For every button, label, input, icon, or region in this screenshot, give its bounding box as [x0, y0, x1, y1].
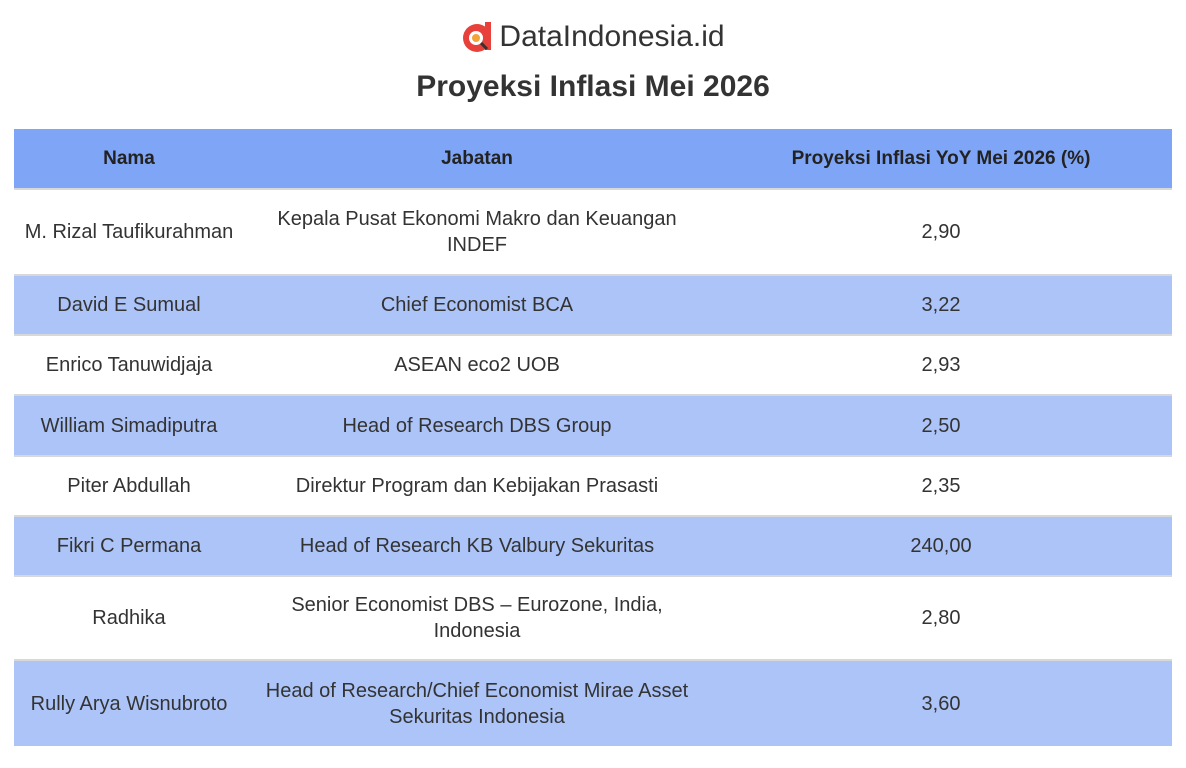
logo-icon	[463, 22, 492, 52]
table-cell: Kepala Pusat Ekonomi Makro dan Keuangan …	[244, 188, 710, 275]
header-row: Nama Jabatan Proyeksi Inflasi YoY Mei 2026…	[14, 129, 1172, 189]
table-cell: William Simadiputra	[14, 394, 244, 456]
table-cell: Piter Abdullah	[14, 455, 244, 516]
table-cell: 2,93	[710, 334, 1172, 395]
cell-text: Head of Research/Chief Economist Mirae A…	[265, 679, 689, 728]
cell-text: 2,93	[921, 354, 961, 376]
table-cell: Head of Research/Chief Economist Mirae A…	[244, 659, 710, 746]
table-body: M. Rizal Taufikurahman Kepala Pusat Ekono…	[14, 188, 1172, 746]
table-cell: Enrico Tanuwidjaja	[14, 334, 244, 395]
cell-text: David E Sumual	[57, 294, 201, 316]
cell-text: 2,80	[921, 607, 961, 629]
cell-text: ASEAN eco2 UOB	[394, 354, 560, 376]
logo: DataIndonesia.id	[0, 20, 1186, 54]
table-cell: Radhika	[14, 575, 244, 660]
cell-text: 2,50	[921, 414, 961, 437]
table-cell: 3,60	[710, 659, 1172, 746]
table-row: David E Sumual Chief Economist BCA 3,22	[14, 274, 1172, 335]
cell-text: 2,35	[921, 475, 961, 497]
table-row: M. Rizal Taufikurahman Kepala Pusat Ekono…	[14, 188, 1172, 275]
table-cell: 3,22	[710, 274, 1172, 335]
table-cell: Fikri C Permana	[14, 515, 244, 576]
cell-text: Head of Research DBS Group	[342, 414, 612, 437]
table-row: Fikri C Permana Head of Research KB Valbu…	[14, 515, 1172, 576]
cell-text: Enrico Tanuwidjaja	[45, 354, 213, 376]
table-cell: 2,80	[710, 575, 1172, 660]
cell-text: 3,22	[921, 294, 961, 316]
column-header: Jabatan	[244, 129, 710, 189]
table-cell: Chief Economist BCA	[244, 274, 710, 335]
cell-text: Radhika	[92, 607, 166, 629]
cell-text: William Simadiputra	[40, 414, 218, 437]
cell-text: M. Rizal Taufikurahman	[24, 221, 234, 243]
page-title: Proyeksi Inflasi Mei 2026	[416, 70, 770, 103]
cell-text: Chief Economist BCA	[380, 294, 574, 316]
table-cell: M. Rizal Taufikurahman	[14, 188, 244, 275]
table-row: Radhika Senior Economist DBS – Eurozone, …	[14, 575, 1172, 660]
table-cell: ASEAN eco2 UOB	[244, 334, 710, 395]
table-row: William Simadiputra Head of Research DBS …	[14, 394, 1172, 456]
cell-text: Senior Economist DBS – Eurozone, India, …	[291, 594, 663, 642]
table: Nama Jabatan Proyeksi Inflasi YoY Mei 2026…	[14, 129, 1172, 746]
table-cell: David E Sumual	[14, 274, 244, 335]
table-cell: Head of Research KB Valbury Sekuritas	[244, 515, 710, 576]
table-row: Piter Abdullah Direktur Program dan Kebij…	[14, 455, 1172, 516]
table-cell: 2,50	[710, 394, 1172, 456]
table-cell: 2,35	[710, 455, 1172, 516]
table-cell: 240,00	[710, 515, 1172, 576]
table-cell: Senior Economist DBS – Eurozone, India, …	[244, 575, 710, 660]
column-header: Proyeksi Inflasi YoY Mei 2026 (%)	[710, 129, 1172, 189]
cell-text: Rully Arya Wisnubroto	[30, 692, 228, 715]
table-cell: Head of Research DBS Group	[244, 394, 710, 456]
cell-text: 240,00	[910, 535, 972, 557]
cell-text: Kepala Pusat Ekonomi Makro dan Keuangan …	[277, 208, 677, 256]
logo-text: DataIndonesia.id	[499, 20, 725, 53]
cell-text: 2,90	[921, 221, 961, 243]
cell-text: Direktur Program dan Kebijakan Prasasti	[295, 475, 659, 497]
table-cell: Rully Arya Wisnubroto	[14, 659, 244, 746]
cell-text: Fikri C Permana	[56, 535, 202, 557]
table-row: Rully Arya Wisnubroto Head of Research/Ch…	[14, 659, 1172, 746]
column-header: Nama	[14, 129, 244, 189]
cell-text: Head of Research KB Valbury Sekuritas	[299, 535, 655, 557]
table-row: Enrico Tanuwidjaja ASEAN eco2 UOB 2,93	[14, 334, 1172, 395]
cell-text: 3,60	[921, 692, 961, 715]
table-cell: 2,90	[710, 188, 1172, 275]
cell-text: Piter Abdullah	[67, 475, 191, 497]
table-cell: Direktur Program dan Kebijakan Prasasti	[244, 455, 710, 516]
